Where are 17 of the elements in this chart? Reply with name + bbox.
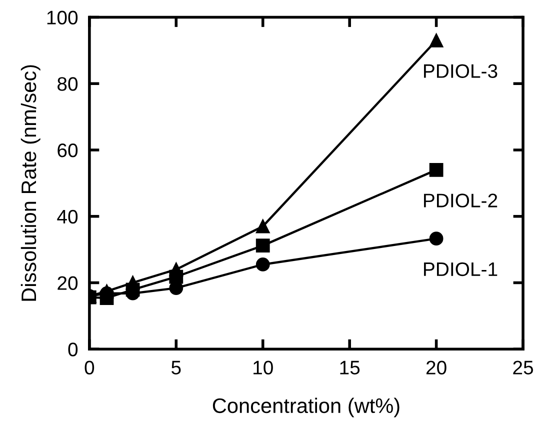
x-tick-label: 10 bbox=[254, 360, 273, 375]
y-tick-label: 40 bbox=[57, 210, 78, 224]
y-tick-label: 100 bbox=[47, 10, 78, 24]
x-tick-label: 25 bbox=[513, 360, 534, 375]
y-tick-label: 20 bbox=[58, 276, 78, 290]
x-axis-title: Concentration (wt%) bbox=[212, 398, 400, 418]
series-label: PDIOL-2 bbox=[424, 194, 498, 208]
x-tick-label: 5 bbox=[172, 360, 181, 375]
y-tick-label: 60 bbox=[58, 143, 78, 158]
legend-label: PDIOL-1 bbox=[424, 262, 498, 276]
y-tick-label: 80 bbox=[58, 77, 78, 91]
x-tick-label: 15 bbox=[340, 360, 360, 375]
legend-label: PDIOL-3 bbox=[424, 64, 498, 78]
x-tick-label: 20 bbox=[426, 360, 446, 375]
x-tick-label: 0 bbox=[84, 360, 94, 375]
y-tick-label: 0 bbox=[68, 342, 78, 356]
y-axis-title: Dissolution Rate (nm/sec) bbox=[20, 65, 40, 301]
